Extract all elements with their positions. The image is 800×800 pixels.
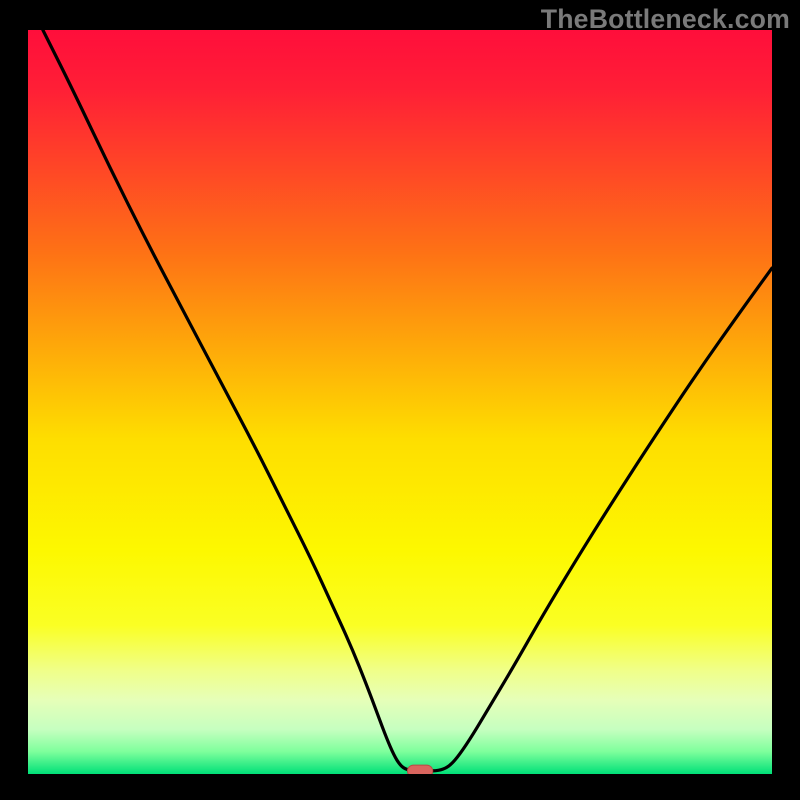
plot-area [28, 30, 772, 774]
watermark-text: TheBottleneck.com [541, 4, 790, 35]
chart-svg [28, 30, 772, 774]
chart-frame: TheBottleneck.com [0, 0, 800, 800]
optimum-marker [407, 765, 432, 774]
gradient-background [28, 30, 772, 774]
